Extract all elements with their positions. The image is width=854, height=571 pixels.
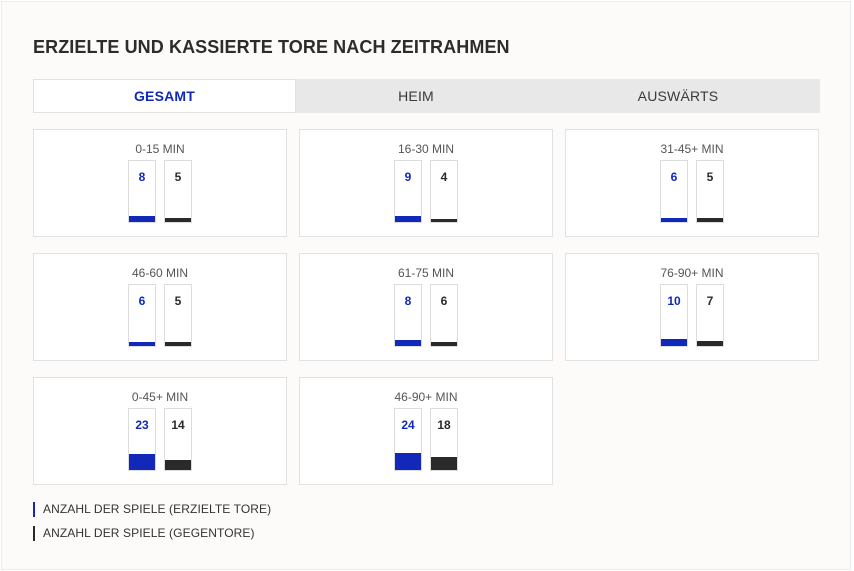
timeframe-card: 61-75 MIN 8 6: [299, 253, 553, 361]
bar-fill-scored: [661, 339, 687, 346]
legend-scored: ANZAHL DER SPIELE (ERZIELTE TORE): [33, 502, 271, 517]
timeframe-label: 0-45+ MIN: [131, 390, 189, 404]
tab-gesamt[interactable]: GESAMT: [33, 79, 296, 113]
tab-heim[interactable]: HEIM: [398, 88, 434, 104]
timeframe-label: 31-45+ MIN: [660, 142, 724, 156]
bar-conceded: 5: [164, 284, 192, 347]
value-scored: 8: [404, 294, 412, 308]
timeframe-label: 16-30 MIN: [397, 142, 455, 156]
bar-fill-conceded: [697, 341, 723, 346]
bar-fill-conceded: [165, 218, 191, 222]
bar-fill-scored: [395, 216, 421, 222]
bar-fill-conceded: [431, 219, 457, 222]
legend-conceded: ANZAHL DER SPIELE (GEGENTORE): [33, 526, 255, 541]
bar-conceded: 18: [430, 408, 458, 471]
bar-scored: 8: [394, 284, 422, 347]
bar-fill-conceded: [697, 218, 723, 222]
timeframe-label: 61-75 MIN: [397, 266, 455, 280]
value-conceded: 4: [440, 170, 448, 184]
bar-fill-conceded: [165, 342, 191, 346]
value-scored: 24: [401, 418, 415, 432]
value-scored: 23: [135, 418, 149, 432]
timeframe-card: 46-90+ MIN 24 18: [299, 377, 553, 485]
value-scored: 6: [670, 170, 678, 184]
timeframe-card: 0-15 MIN 8 5: [33, 129, 287, 237]
bar-scored: 6: [128, 284, 156, 347]
value-conceded: 6: [440, 294, 448, 308]
bar-conceded: 7: [696, 284, 724, 347]
value-scored: 9: [404, 170, 412, 184]
value-conceded: 7: [706, 294, 714, 308]
bar-scored: 6: [660, 160, 688, 223]
bar-conceded: 5: [696, 160, 724, 223]
timeframe-card: 31-45+ MIN 6 5: [565, 129, 819, 237]
timeframe-card: 0-45+ MIN 23 14: [33, 377, 287, 485]
bar-fill-scored: [395, 453, 421, 470]
value-conceded: 18: [437, 418, 451, 432]
bar-fill-scored: [395, 340, 421, 346]
tab-bar: GESAMT HEIM AUSWÄRTS: [33, 79, 820, 113]
bar-fill-scored: [129, 342, 155, 346]
bar-conceded: 14: [164, 408, 192, 471]
value-conceded: 14: [171, 418, 185, 432]
value-scored: 10: [667, 294, 681, 308]
value-conceded: 5: [174, 170, 182, 184]
tab-auswaerts[interactable]: AUSWÄRTS: [637, 88, 719, 104]
bar-fill-conceded: [165, 460, 191, 470]
bar-conceded: 5: [164, 160, 192, 223]
bar-fill-conceded: [431, 342, 457, 346]
timeframe-card: 46-60 MIN 6 5: [33, 253, 287, 361]
bar-conceded: 4: [430, 160, 458, 223]
value-conceded: 5: [174, 294, 182, 308]
timeframe-card: 76-90+ MIN 10 7: [565, 253, 819, 361]
timeframe-label: 46-90+ MIN: [394, 390, 458, 404]
bar-scored: 8: [128, 160, 156, 223]
timeframe-label: 46-60 MIN: [131, 266, 189, 280]
value-scored: 8: [138, 170, 146, 184]
bar-scored: 24: [394, 408, 422, 471]
bar-fill-scored: [129, 454, 155, 470]
bar-fill-conceded: [431, 457, 457, 470]
timeframe-label: 76-90+ MIN: [660, 266, 724, 280]
bar-scored: 23: [128, 408, 156, 471]
chart-title: ERZIELTE UND KASSIERTE TORE NACH ZEITRAH…: [33, 37, 510, 57]
timeframe-card: 16-30 MIN 9 4: [299, 129, 553, 237]
timeframe-label: 0-15 MIN: [135, 142, 185, 156]
bar-fill-scored: [129, 216, 155, 222]
bar-conceded: 6: [430, 284, 458, 347]
bar-scored: 9: [394, 160, 422, 223]
value-conceded: 5: [706, 170, 714, 184]
value-scored: 6: [138, 294, 146, 308]
bar-fill-scored: [661, 218, 687, 222]
bar-scored: 10: [660, 284, 688, 347]
